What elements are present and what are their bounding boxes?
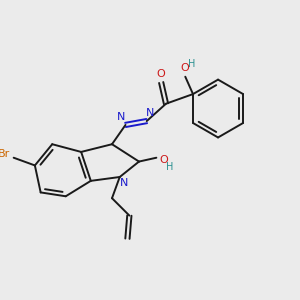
Text: N: N: [146, 108, 154, 118]
Text: O: O: [157, 69, 166, 79]
Text: N: N: [116, 112, 125, 122]
Text: H: H: [166, 162, 173, 172]
Text: O: O: [180, 63, 189, 73]
Text: H: H: [188, 59, 196, 69]
Text: Br: Br: [0, 149, 10, 159]
Text: O: O: [160, 154, 168, 165]
Text: N: N: [120, 178, 129, 188]
